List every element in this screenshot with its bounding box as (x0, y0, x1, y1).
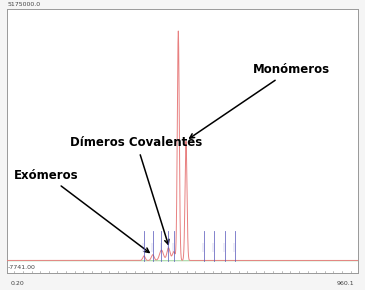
Text: |||||||||||||: ||||||||||||| (234, 241, 236, 251)
Text: |||||||||||||: ||||||||||||| (143, 241, 145, 251)
Text: Monómeros: Monómeros (190, 63, 330, 138)
Text: |||||||||||||: ||||||||||||| (223, 241, 226, 251)
Text: |||||||||||||: ||||||||||||| (213, 241, 215, 251)
Text: 960.1: 960.1 (337, 280, 354, 286)
Text: |||||||||||||: ||||||||||||| (203, 241, 204, 251)
Text: 0.20: 0.20 (11, 280, 24, 286)
Text: |||||||||||||: ||||||||||||| (161, 241, 162, 251)
Text: Exómeros: Exómeros (14, 168, 149, 253)
Text: |||||||||||||: ||||||||||||| (168, 241, 169, 251)
Text: |||||||||||||: ||||||||||||| (173, 241, 175, 251)
Text: 5175000.0: 5175000.0 (8, 2, 41, 7)
Text: Dímeros Covalentes: Dímeros Covalentes (70, 136, 203, 244)
Text: -7741.00: -7741.00 (8, 265, 35, 270)
Text: |||||||||||||: ||||||||||||| (152, 241, 154, 251)
